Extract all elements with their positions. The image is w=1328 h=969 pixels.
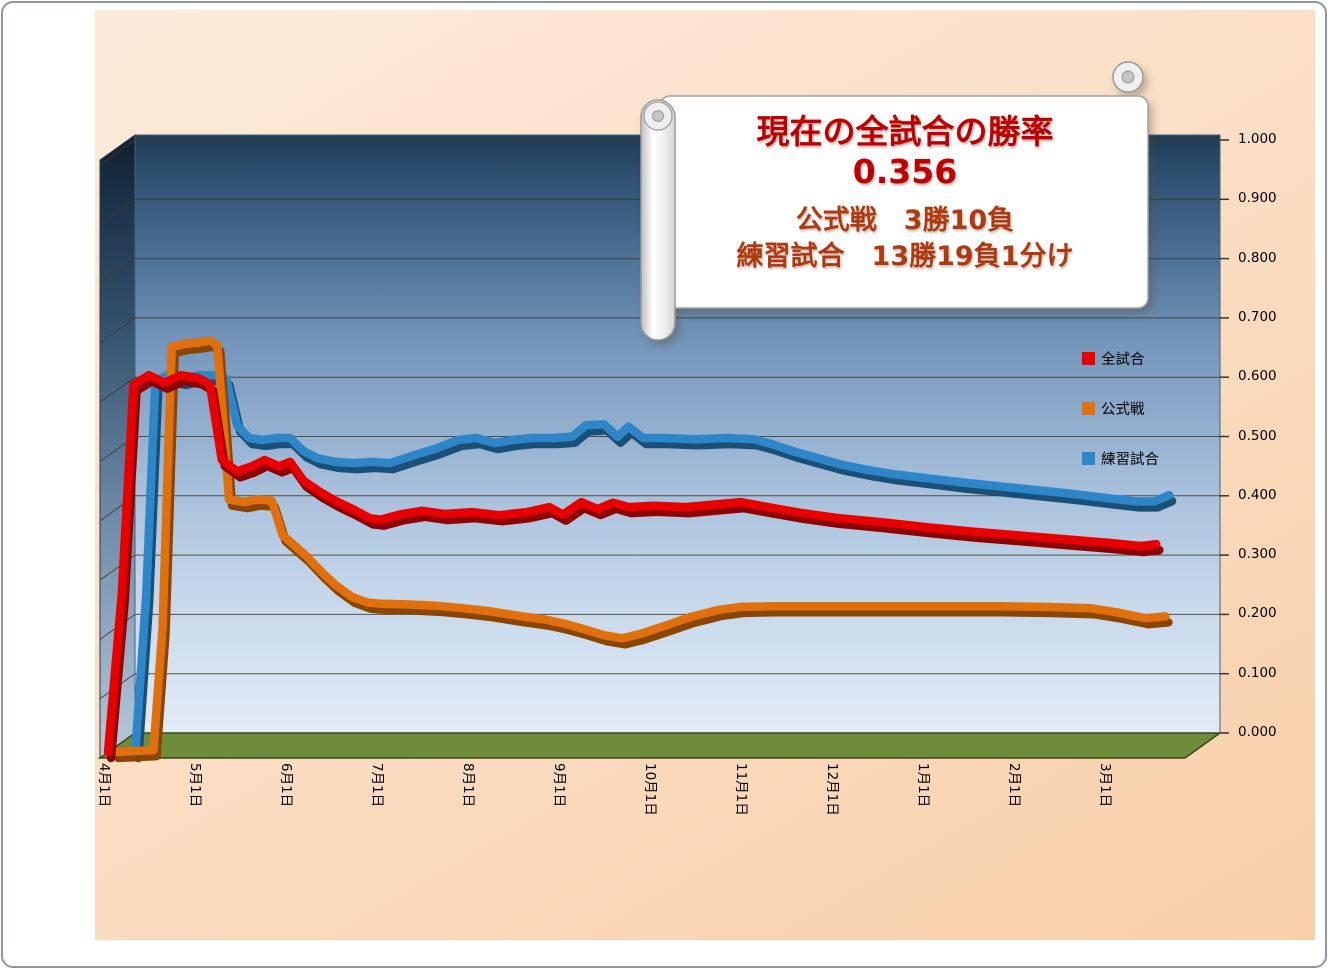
series-line-practice-games — [131, 370, 1174, 757]
x-axis-label: 2月1日 — [1006, 763, 1022, 808]
x-axis-label: 1月1日 — [915, 763, 931, 808]
gridline-wall — [99, 376, 136, 403]
scroll-banner-left-roll — [640, 99, 676, 341]
banner-win-rate-value: 0.356 — [852, 151, 958, 191]
y-axis-label: 0.700 — [1238, 308, 1277, 325]
x-axis-label: 4月1日 — [96, 763, 112, 808]
legend-label: 全試合 — [1101, 351, 1145, 368]
banner-title: 現在の全試合の勝率 — [756, 112, 1054, 151]
x-axis-label: 9月1日 — [551, 763, 567, 808]
gridline-wall — [99, 317, 136, 344]
x-axis-label: 11月1日 — [733, 763, 749, 816]
scroll-banner-corner-curl-center — [1121, 70, 1135, 84]
x-axis-label: 3月1日 — [1097, 763, 1113, 808]
banner-official-record: 公式戦 3勝10負 — [795, 205, 1015, 237]
y-axis-label: 0.800 — [1238, 249, 1277, 266]
y-axis-label: 0.200 — [1238, 605, 1277, 622]
gridline-wall — [99, 139, 136, 166]
series-lines — [103, 336, 1177, 763]
series-line-all-games — [103, 370, 1161, 757]
chart-floor — [97, 732, 1223, 759]
x-axis-label: 8月1日 — [460, 763, 476, 808]
legend-swatch — [1082, 351, 1095, 365]
legend-label: 公式戦 — [1101, 401, 1145, 418]
y-axis-label: 0.900 — [1238, 190, 1277, 207]
scroll-banner — [640, 61, 1149, 341]
y-axis-label: 0.100 — [1238, 664, 1277, 681]
y-axis-label: 0.300 — [1238, 546, 1277, 563]
gridline-wall — [99, 198, 136, 225]
x-axis-label: 10月1日 — [642, 763, 658, 816]
scroll-banner-roll-cap-center — [652, 110, 664, 122]
banner-text-block: 現在の全試合の勝率 0.356 公式戦 3勝10負 練習試合 13勝19負1分け — [655, 112, 1155, 275]
x-axis-label: 7月1日 — [369, 763, 385, 808]
banner-practice-record: 練習試合 13勝19負1分け — [736, 241, 1074, 273]
legend-item-practice-games: 練習試合 — [1082, 446, 1159, 470]
x-axis-label: 12月1日 — [824, 763, 840, 816]
legend-swatch — [1082, 451, 1095, 465]
y-axis-label: 0.600 — [1238, 368, 1277, 385]
series-line-official-games — [111, 336, 1170, 757]
y-axis-label: 1.000 — [1238, 131, 1277, 147]
gridline-wall — [99, 258, 136, 285]
legend-swatch — [1082, 401, 1095, 415]
y-axis-ticks — [1220, 139, 1229, 734]
legend-item-official-games: 公式戦 — [1082, 396, 1159, 420]
y-axis-label: 0.400 — [1238, 486, 1277, 503]
y-axis-label: 0.500 — [1238, 427, 1277, 444]
x-axis-label: 5月1日 — [187, 763, 203, 808]
chart-legend: 全試合公式戦練習試合 — [1082, 346, 1159, 496]
x-axis-label: 6月1日 — [278, 763, 294, 808]
y-axis-label: 0.000 — [1238, 724, 1277, 740]
legend-item-all-games: 全試合 — [1082, 346, 1159, 370]
legend-label: 練習試合 — [1101, 451, 1159, 468]
